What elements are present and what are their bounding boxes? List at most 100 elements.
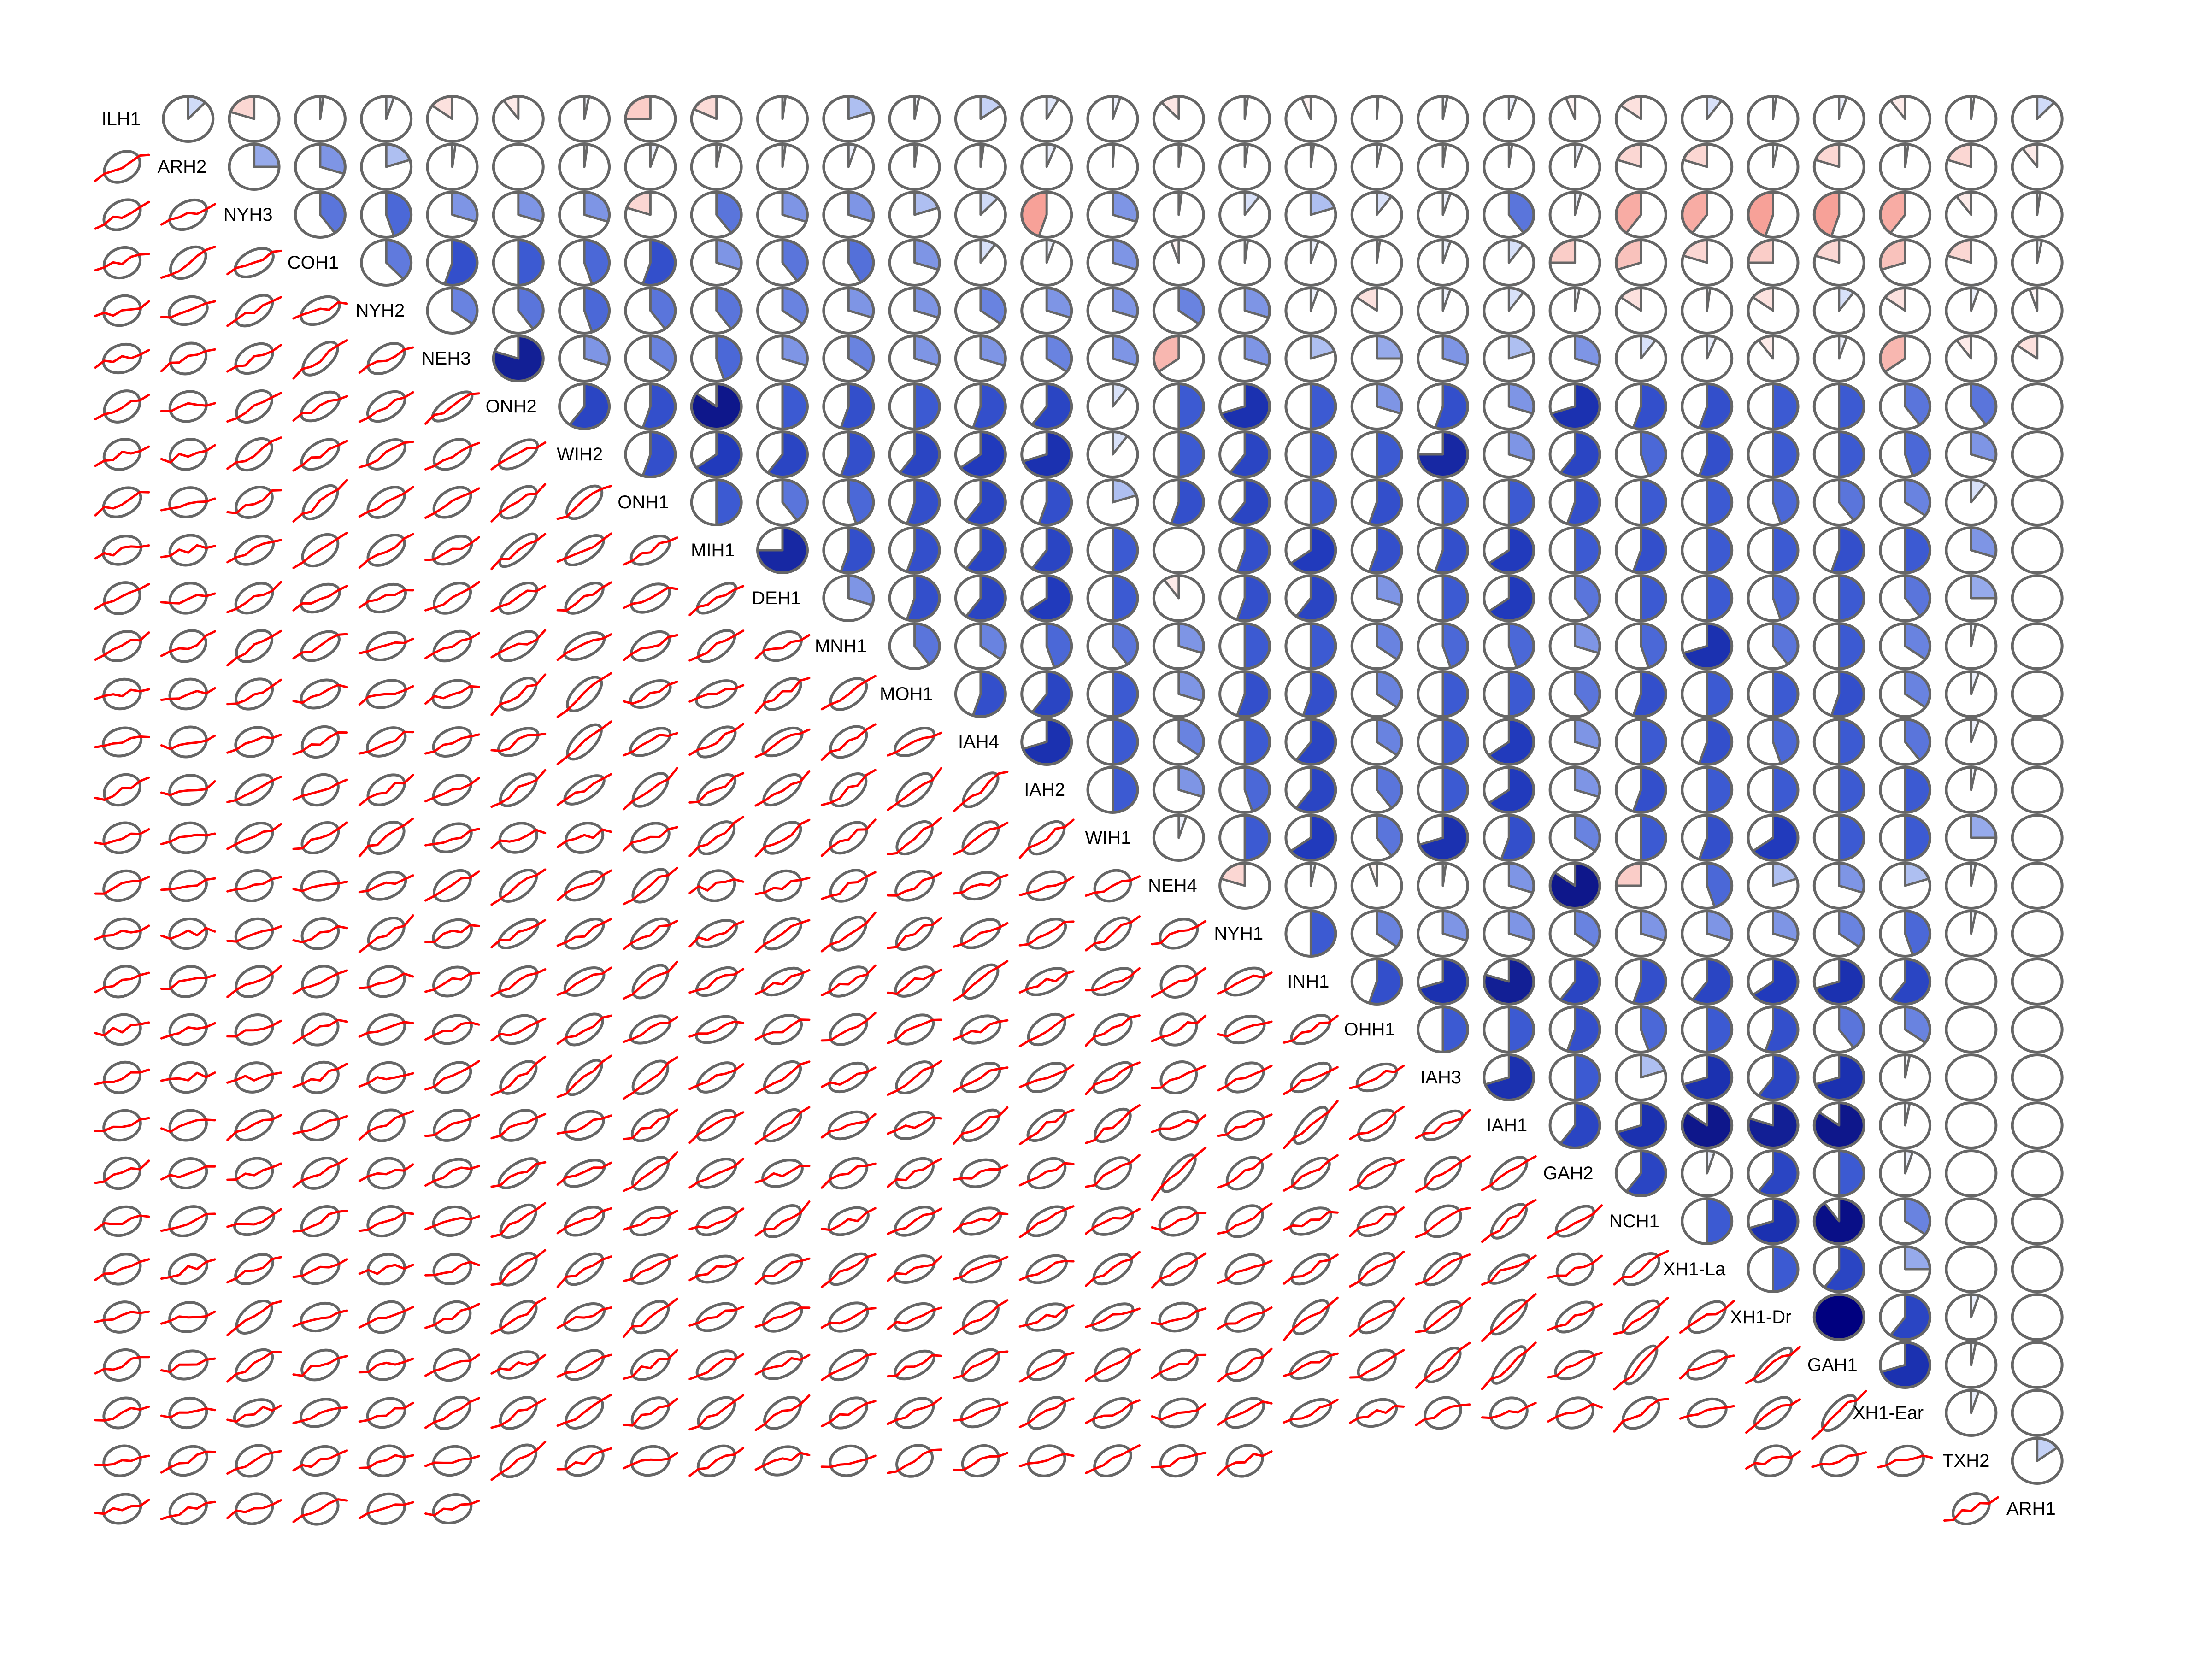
pie-cell xyxy=(1548,430,1601,478)
pie-cell xyxy=(1417,287,1469,335)
pie-cell xyxy=(1879,862,1932,910)
ellipse-cell xyxy=(688,1444,745,1477)
diagonal-label: IAH4 xyxy=(958,732,999,752)
ellipse-cell xyxy=(688,1394,745,1431)
pie-cell xyxy=(1879,526,1932,574)
ellipse-cell xyxy=(820,1444,877,1477)
ellipse-cell xyxy=(688,919,745,948)
ellipse-cell xyxy=(358,1013,414,1046)
pie-cell xyxy=(822,239,875,287)
ellipse-cell xyxy=(622,1297,678,1338)
pie-cell xyxy=(1747,95,1800,143)
ellipse-cell xyxy=(424,822,480,853)
ellipse-cell xyxy=(226,726,282,758)
pie-cell xyxy=(360,239,413,287)
pie-cell xyxy=(690,382,743,430)
pie-cell xyxy=(492,287,545,335)
pie-cell xyxy=(360,191,413,239)
pie-cell xyxy=(1218,862,1271,910)
pie-cell xyxy=(1548,239,1601,287)
pie-cell xyxy=(1879,1341,1932,1389)
ellipse-cell xyxy=(1085,1013,1141,1047)
ellipse-cell xyxy=(226,581,282,615)
ellipse-cell xyxy=(1745,1444,1801,1477)
ellipse-cell xyxy=(94,869,150,902)
pie-cell xyxy=(1284,143,1337,191)
ellipse-cell xyxy=(1349,1398,1405,1428)
ellipse-cell xyxy=(94,1205,150,1237)
pie-cell xyxy=(1086,478,1139,526)
pie-cell xyxy=(1483,143,1535,191)
ellipse-cell xyxy=(1613,1396,1669,1433)
pie-cell xyxy=(1417,335,1469,382)
pie-cell xyxy=(1812,335,1865,382)
ellipse-cell xyxy=(358,1300,414,1334)
pie-cell xyxy=(1945,191,1998,239)
pie-cell xyxy=(1614,526,1667,574)
ellipse-cell xyxy=(622,767,678,811)
ellipse-cell xyxy=(94,438,150,471)
ellipse-cell xyxy=(358,582,414,614)
pie-cell xyxy=(1747,191,1800,239)
ellipse-cell xyxy=(688,869,745,902)
ellipse-cell xyxy=(94,581,150,615)
ellipse-cell xyxy=(160,1013,216,1046)
pie-cell xyxy=(1417,95,1469,143)
ellipse-cell xyxy=(292,1445,348,1477)
pie-cell xyxy=(1812,910,1865,958)
pie-cell xyxy=(1614,910,1667,958)
ellipse-cell xyxy=(226,389,282,424)
pie-cell xyxy=(1020,382,1073,430)
pie-cell xyxy=(1945,1389,1998,1437)
ellipse-cell xyxy=(1415,1396,1471,1430)
ellipse-cell xyxy=(1217,966,1273,997)
ellipse-cell xyxy=(358,965,414,998)
ellipse-cell xyxy=(1481,1341,1537,1390)
ellipse-cell xyxy=(820,1301,877,1333)
pie-cell xyxy=(1350,287,1403,335)
ellipse-cell xyxy=(94,198,150,231)
diagonal-label: XH1-Dr xyxy=(1730,1307,1791,1327)
pie-cell xyxy=(1548,814,1601,862)
ellipse-cell xyxy=(1085,869,1141,903)
ellipse-cell xyxy=(358,533,414,569)
ellipse-cell xyxy=(94,1493,150,1525)
pie-cell xyxy=(1945,958,1998,1006)
ellipse-cell xyxy=(160,1492,216,1525)
diagonal-label: NEH4 xyxy=(1148,876,1197,896)
pie-cell xyxy=(1812,382,1865,430)
ellipse-cell xyxy=(490,532,547,571)
pie-cell xyxy=(1483,95,1535,143)
ellipse-cell xyxy=(820,1206,877,1236)
pie-cell xyxy=(1086,766,1139,814)
pie-cell xyxy=(1284,95,1337,143)
pie-cell xyxy=(624,335,677,382)
ellipse-cell xyxy=(556,1012,612,1047)
pie-cell xyxy=(1812,1006,1865,1053)
ellipse-cell xyxy=(1282,1253,1339,1286)
ellipse-cell xyxy=(424,1493,480,1524)
ellipse-cell xyxy=(754,1301,811,1333)
pie-cell xyxy=(1681,766,1734,814)
ellipse-cell xyxy=(556,1394,612,1430)
ellipse-cell xyxy=(358,1492,414,1525)
pie-cell xyxy=(624,143,677,191)
ellipse-cell xyxy=(292,678,348,710)
ellipse-cell xyxy=(556,918,612,950)
pie-cell xyxy=(1483,910,1535,958)
pie-cell xyxy=(756,95,809,143)
ellipse-cell xyxy=(94,1444,150,1477)
ellipse-cell xyxy=(292,1109,348,1141)
ellipse-cell xyxy=(1349,1205,1405,1237)
pie-cell xyxy=(1417,766,1469,814)
ellipse-cell xyxy=(226,917,282,950)
ellipse-cell xyxy=(688,1015,745,1044)
pie-cell xyxy=(2011,239,2064,287)
pie-cell xyxy=(1417,191,1469,239)
ellipse-cell xyxy=(160,582,216,615)
pie-cell xyxy=(1284,382,1337,430)
ellipse-cell xyxy=(490,582,547,615)
ellipse-cell xyxy=(622,960,678,1000)
ellipse-cell xyxy=(424,581,480,615)
pie-cell xyxy=(1350,670,1403,718)
